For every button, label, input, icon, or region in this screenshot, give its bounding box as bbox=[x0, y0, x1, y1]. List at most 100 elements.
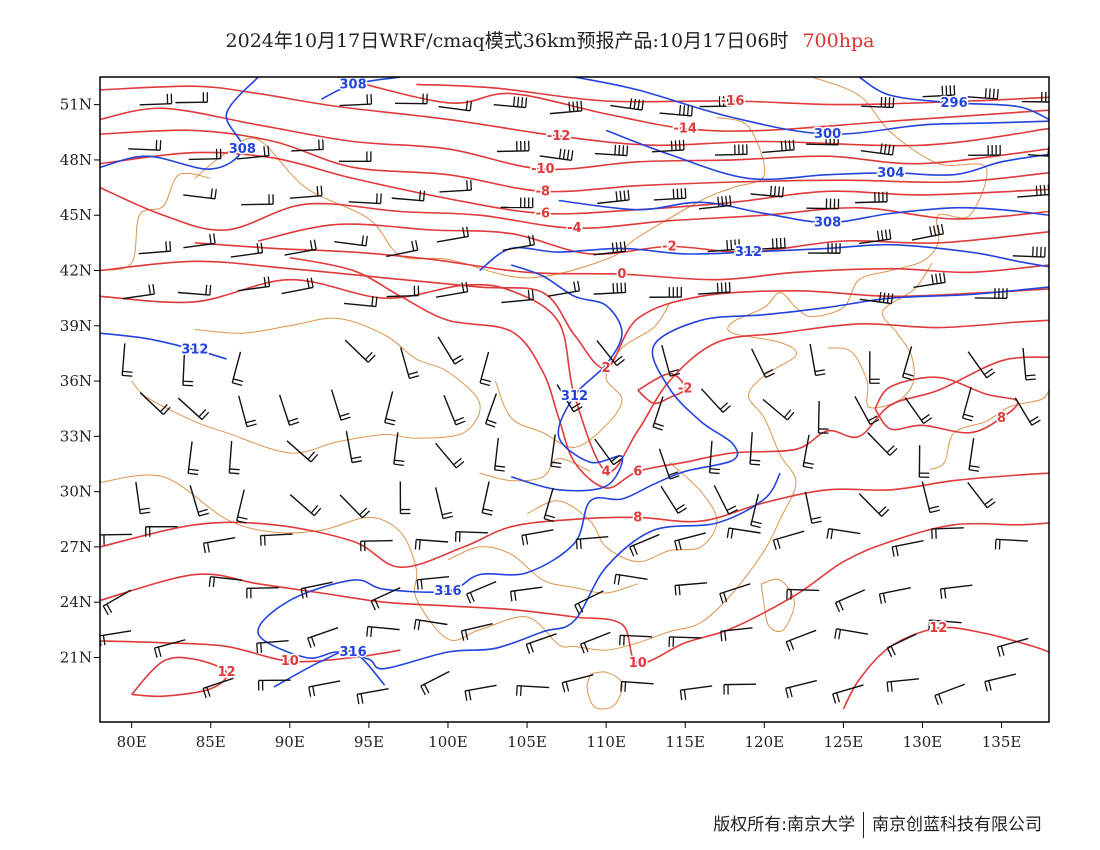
wind-barb bbox=[278, 394, 300, 426]
wind-barb bbox=[859, 229, 892, 245]
wind-barb bbox=[521, 529, 554, 546]
temperature-contour-label: 10 bbox=[629, 656, 647, 671]
height-contour bbox=[558, 199, 1049, 224]
wind-barb bbox=[231, 351, 244, 386]
lat-tick-label: 21N bbox=[60, 649, 92, 667]
height-contour-label: 304 bbox=[877, 166, 904, 181]
wind-barb bbox=[189, 485, 209, 517]
temperature-contour bbox=[100, 640, 401, 663]
wind-barb bbox=[230, 242, 264, 258]
wind-barb bbox=[967, 482, 996, 509]
temperature-layer bbox=[100, 77, 1049, 710]
wind-barb bbox=[437, 336, 464, 365]
temperature-contour-label: 4 bbox=[602, 464, 611, 479]
wind-barb bbox=[939, 584, 973, 599]
temperature-contour bbox=[100, 278, 1049, 473]
wind-barb bbox=[438, 100, 473, 112]
height-contour-label: 300 bbox=[814, 127, 841, 142]
wind-barb bbox=[228, 440, 240, 475]
wind-barb bbox=[674, 582, 708, 596]
wind-barb bbox=[122, 284, 155, 300]
wind-barb bbox=[984, 673, 1017, 692]
lon-tick-label: 135E bbox=[982, 733, 1022, 751]
height-contour-label: 296 bbox=[941, 96, 968, 111]
wind-barb bbox=[593, 282, 627, 295]
wind-barb bbox=[289, 185, 323, 199]
wind-barb bbox=[772, 530, 805, 550]
wind-barb bbox=[904, 397, 933, 425]
temperature-contour-label: 2 bbox=[602, 361, 611, 376]
height-contour-label: 312 bbox=[561, 389, 588, 404]
wind-barb bbox=[785, 679, 817, 699]
temperature-contour bbox=[100, 107, 1049, 171]
temperature-contour-label: 12 bbox=[929, 621, 947, 636]
wind-barb bbox=[177, 284, 212, 296]
wind-barb bbox=[886, 633, 917, 658]
wind-barb bbox=[281, 277, 314, 295]
wind-barb bbox=[139, 392, 171, 416]
temperature-contour-label: 8 bbox=[997, 411, 1006, 426]
temperature-contour-label: -14 bbox=[673, 122, 697, 137]
wind-barb bbox=[698, 195, 732, 210]
lon-tick-label: 85E bbox=[196, 733, 226, 751]
height-contour-label: 308 bbox=[229, 142, 256, 157]
wind-barb bbox=[384, 391, 396, 426]
border-line bbox=[494, 303, 670, 448]
wind-barb bbox=[128, 140, 162, 151]
border-line bbox=[100, 77, 988, 651]
wind-barb bbox=[135, 481, 151, 515]
temperature-contour-label: 0 bbox=[617, 267, 626, 282]
wind-barb bbox=[707, 239, 741, 253]
wind-barb bbox=[391, 190, 426, 202]
wind-barb bbox=[338, 151, 372, 163]
wind-barb bbox=[593, 241, 627, 256]
wind-barb bbox=[399, 481, 411, 515]
wind-barb bbox=[726, 527, 761, 539]
wind-barb bbox=[750, 493, 762, 529]
wind-barb bbox=[416, 575, 450, 590]
map-background bbox=[100, 77, 1049, 722]
wind-barb bbox=[547, 280, 581, 297]
lon-tick-label: 110E bbox=[586, 733, 626, 751]
wind-barb bbox=[177, 397, 210, 421]
wind-barb bbox=[413, 618, 448, 631]
height-contour bbox=[321, 77, 401, 100]
wind-barb bbox=[414, 538, 449, 550]
wind-barb bbox=[921, 481, 940, 514]
wind-barb bbox=[859, 291, 894, 305]
footer-separator bbox=[863, 812, 864, 838]
wind-barb bbox=[674, 532, 706, 551]
title-main: 2024年10月17日WRF/cmaq模式36km预报产品:10月17日06时 bbox=[225, 30, 789, 52]
wind-barb bbox=[502, 234, 536, 252]
height-contour-label: 308 bbox=[339, 77, 366, 92]
wind-barb bbox=[786, 588, 820, 600]
wind-barb bbox=[339, 494, 371, 519]
wind-barb bbox=[394, 93, 428, 105]
wind-barb bbox=[1012, 246, 1046, 258]
wind-barb bbox=[460, 623, 493, 641]
lon-tick-label: 95E bbox=[354, 733, 384, 751]
wind-barb bbox=[652, 139, 685, 153]
wind-barb bbox=[259, 533, 293, 546]
wind-barb bbox=[967, 351, 996, 379]
wind-barb bbox=[653, 188, 687, 201]
wind-barb bbox=[826, 527, 861, 540]
temperature-contour bbox=[842, 626, 1049, 710]
temperature-contour bbox=[100, 472, 1049, 569]
wind-barb bbox=[659, 104, 694, 117]
wind-barb bbox=[202, 537, 236, 554]
height-contour bbox=[100, 332, 227, 360]
wind-barb bbox=[454, 530, 488, 542]
wind-barb bbox=[613, 573, 648, 585]
lat-tick-label: 27N bbox=[60, 538, 92, 556]
wind-barb bbox=[208, 576, 243, 588]
wind-barb bbox=[434, 487, 453, 520]
wind-barb bbox=[187, 441, 199, 476]
wind-barb bbox=[834, 589, 866, 613]
wind-barb bbox=[620, 680, 654, 692]
wind-barb bbox=[138, 241, 172, 255]
footer-copyright: 版权所有:南京大学 bbox=[713, 815, 855, 835]
wind-barb bbox=[928, 619, 962, 631]
wind-barb bbox=[968, 145, 1001, 156]
wind-barb bbox=[145, 525, 178, 537]
